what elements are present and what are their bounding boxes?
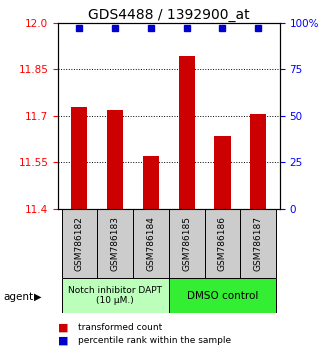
Bar — [133, 209, 169, 278]
Text: GSM786184: GSM786184 — [146, 216, 156, 271]
Bar — [240, 209, 276, 278]
Bar — [169, 209, 205, 278]
Bar — [62, 278, 169, 313]
Bar — [179, 56, 195, 209]
Text: DMSO control: DMSO control — [187, 291, 258, 301]
Text: GSM786186: GSM786186 — [218, 216, 227, 271]
Bar — [71, 107, 87, 209]
Bar — [205, 209, 240, 278]
Text: GSM786187: GSM786187 — [254, 216, 263, 271]
Text: GSM786185: GSM786185 — [182, 216, 191, 271]
Bar — [97, 209, 133, 278]
Bar — [214, 136, 230, 209]
Bar — [250, 114, 266, 209]
Text: percentile rank within the sample: percentile rank within the sample — [78, 336, 231, 345]
Text: GSM786182: GSM786182 — [75, 216, 84, 271]
Bar — [169, 278, 276, 313]
Text: transformed count: transformed count — [78, 323, 162, 332]
Text: ▶: ▶ — [34, 292, 42, 302]
Text: ■: ■ — [58, 322, 69, 332]
Bar — [107, 110, 123, 209]
Bar — [62, 209, 97, 278]
Text: ■: ■ — [58, 336, 69, 346]
Text: agent: agent — [3, 292, 33, 302]
Title: GDS4488 / 1392900_at: GDS4488 / 1392900_at — [88, 8, 250, 22]
Text: GSM786183: GSM786183 — [111, 216, 119, 271]
Text: Notch inhibitor DAPT
(10 μM.): Notch inhibitor DAPT (10 μM.) — [68, 286, 162, 305]
Bar — [143, 156, 159, 209]
